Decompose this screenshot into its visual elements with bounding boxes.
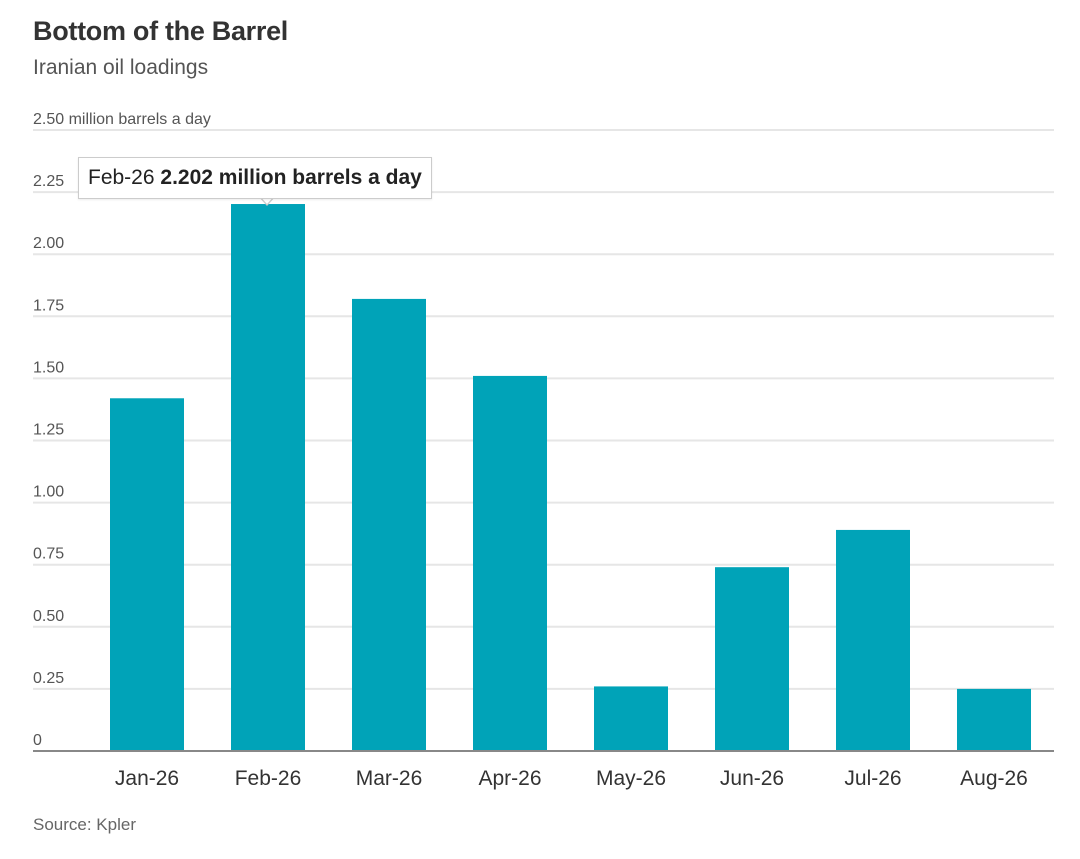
chart-subtitle: Iranian oil loadings (33, 56, 209, 79)
x-tick-label: Jul-26 (844, 767, 901, 790)
bar-feb-26 (231, 204, 305, 751)
hover-tooltip: Feb-26 2.202 million barrels a day (78, 157, 432, 199)
y-tick-label: 2.25 (33, 173, 64, 190)
bar-apr-26 (473, 375, 547, 751)
y-tick-label: 2.50 million barrels a day (33, 111, 211, 128)
x-tick-label: Jan-26 (115, 767, 179, 790)
bar-may-26 (594, 686, 668, 751)
tooltip-pointer-fill (259, 195, 275, 204)
y-tick-label: 0.75 (33, 546, 64, 563)
y-tick-label: 1.25 (33, 422, 64, 439)
chart-title: Bottom of the Barrel (33, 16, 289, 46)
x-tick-label: Mar-26 (356, 767, 423, 790)
bar-aug-26 (957, 688, 1031, 751)
bar-jan-26 (110, 398, 184, 751)
y-tick-label: 0.25 (33, 670, 64, 687)
x-tick-label: Feb-26 (235, 767, 302, 790)
tooltip-value: 2.202 million barrels a day (160, 166, 422, 189)
bar-mar-26 (352, 298, 426, 751)
source-note: Source: Kpler (33, 815, 136, 834)
y-tick-label: 0.50 (33, 608, 64, 625)
tooltip-category: Feb-26 (88, 166, 155, 189)
bar-jul-26 (836, 529, 910, 751)
y-tick-label: 1.50 (33, 359, 64, 376)
x-tick-label: Aug-26 (960, 767, 1028, 790)
bar-jun-26 (715, 567, 789, 751)
y-tick-label: 2.00 (33, 235, 64, 252)
y-tick-label: 1.75 (33, 297, 64, 314)
y-tick-label: 0 (33, 732, 42, 749)
x-tick-label: Jun-26 (720, 767, 784, 790)
x-tick-label: May-26 (596, 767, 666, 790)
y-tick-label: 1.00 (33, 484, 64, 501)
x-tick-label: Apr-26 (478, 767, 541, 790)
